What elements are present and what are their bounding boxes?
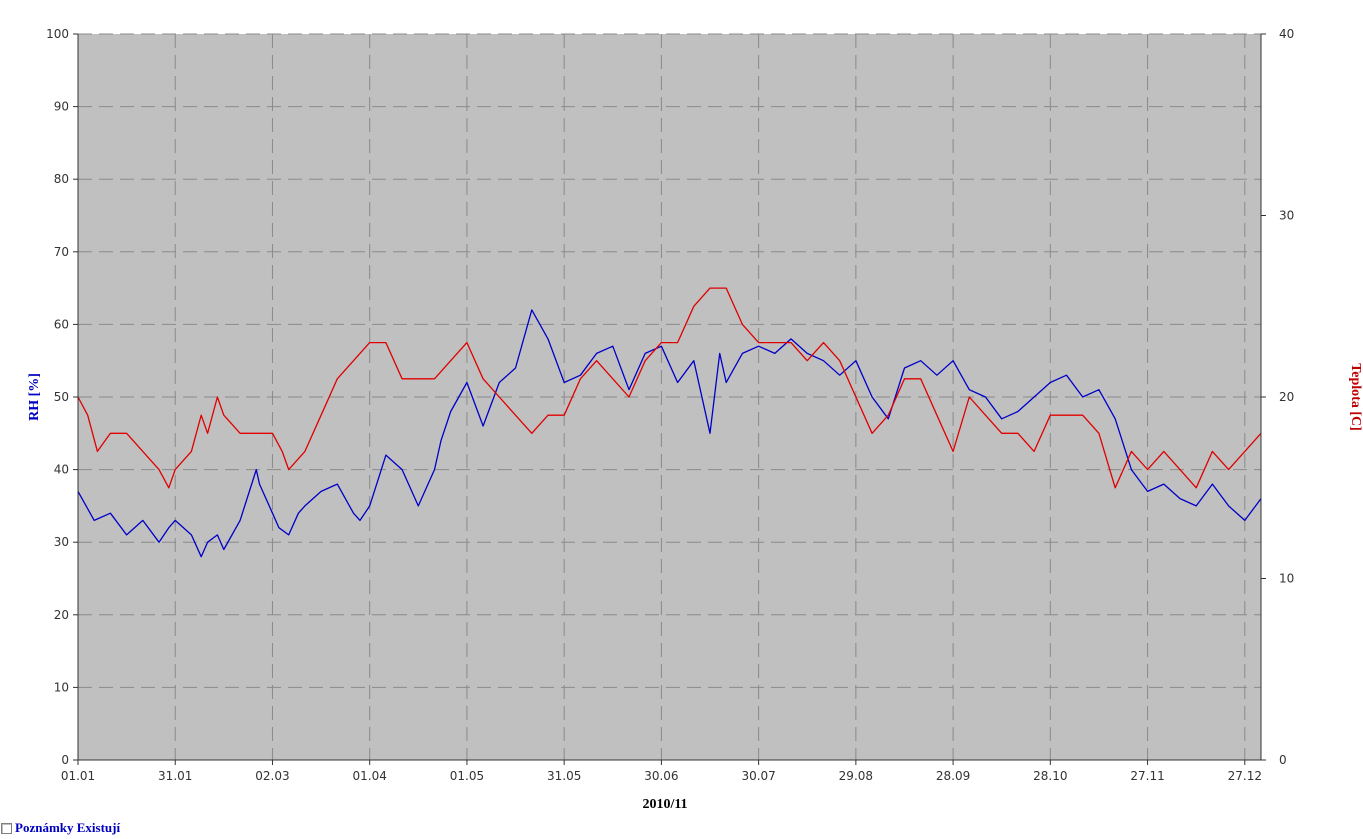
temperature-series-line — [77, 287, 1262, 489]
y-right-tick-label: 20 — [1279, 390, 1294, 404]
line-chart: 0 10 20 30 40 50 60 70 80 90 100 0 10 20 30 40 01.01 31.0… — [27, 27, 1363, 812]
grid — [78, 33, 1261, 760]
x-tick-label: 30.07 — [741, 769, 775, 783]
y-left-tick-label: 50 — [54, 390, 69, 404]
x-axis-title: 2010/11 — [642, 797, 687, 812]
notes-row: Poznámky Existují — [1, 820, 120, 836]
y-left-tick-label: 70 — [54, 245, 69, 259]
x-tick-label: 31.05 — [547, 769, 581, 783]
x-tick-label: 28.10 — [1033, 769, 1067, 783]
y-left-tick-label: 90 — [54, 100, 69, 114]
x-tick-label: 01.01 — [61, 769, 95, 783]
y-right-tick-label: 30 — [1279, 209, 1294, 223]
y-left-tick-label: 80 — [54, 172, 69, 186]
x-tick-label: 28.09 — [936, 769, 970, 783]
axes — [73, 33, 1266, 765]
tick-labels: 0 10 20 30 40 50 60 70 80 90 100 0 10 20 30 40 01.01 31.0… — [46, 27, 1294, 783]
y-left-tick-label: 0 — [61, 753, 69, 767]
notes-label: Poznámky Existují — [15, 820, 121, 835]
y-left-tick-label: 20 — [54, 608, 69, 622]
x-tick-label: 01.04 — [353, 769, 387, 783]
y-left-tick-label: 100 — [46, 27, 69, 41]
x-tick-label: 27.12 — [1228, 769, 1262, 783]
y-right-tick-label: 0 — [1279, 753, 1287, 767]
left-axis-title: RH [%] — [27, 373, 42, 421]
x-tick-label: 01.05 — [450, 769, 484, 783]
y-left-tick-label: 30 — [54, 535, 69, 549]
x-tick-label: 31.01 — [158, 769, 192, 783]
x-tick-label: 29.08 — [839, 769, 873, 783]
y-right-tick-label: 10 — [1279, 572, 1294, 586]
x-tick-label: 30.06 — [644, 769, 678, 783]
notes-checkbox[interactable] — [1, 822, 12, 834]
y-left-tick-label: 10 — [54, 680, 69, 694]
x-tick-label: 27.11 — [1130, 769, 1164, 783]
y-right-tick-label: 40 — [1279, 27, 1294, 41]
y-left-tick-label: 40 — [54, 463, 69, 477]
rh-series-line — [77, 309, 1262, 558]
x-tick-label: 02.03 — [255, 769, 289, 783]
y-left-tick-label: 60 — [54, 317, 69, 331]
series-lines — [77, 287, 1262, 558]
right-axis-title: Teplota [C] — [1348, 363, 1363, 431]
